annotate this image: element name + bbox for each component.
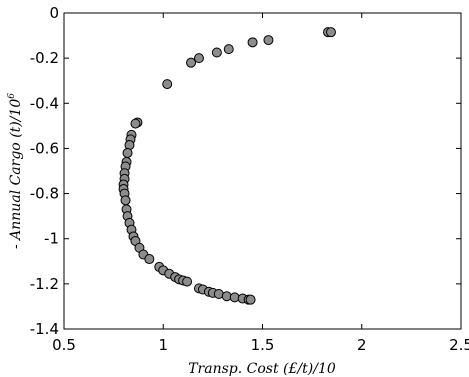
- x-tick-label: 1: [158, 336, 168, 354]
- data-point: [144, 254, 155, 265]
- data-point: [211, 47, 222, 58]
- x-axis-label: Transp. Cost (£/t)/10: [188, 361, 336, 377]
- y-tick-label: 0: [49, 4, 59, 22]
- data-point: [263, 35, 274, 46]
- y-tick-label: -0.8: [30, 185, 59, 203]
- x-tick-label: 0.5: [52, 336, 76, 354]
- plot-area-frame: [63, 12, 462, 330]
- y-tick-label: -1.2: [30, 275, 59, 293]
- tick-labels: 0.5 1 1.5 2 2.5 0 -0.2 -0.4 -0.6 -0.8 -1 -1.2 -1.4: [30, 4, 469, 354]
- data-point: [122, 147, 133, 158]
- axis-ticks: [63, 12, 462, 330]
- data-point: [120, 195, 131, 206]
- data-point: [130, 118, 141, 129]
- x-tick-label: 2.5: [449, 336, 469, 354]
- y-tick-label: -0.4: [30, 94, 59, 112]
- y-tick-label: -0.2: [30, 49, 59, 67]
- data-point: [186, 57, 197, 68]
- x-tick-label: 2: [357, 336, 367, 354]
- y-tick-label: -0.6: [30, 139, 59, 157]
- y-tick-label: -1: [44, 230, 59, 248]
- y-axis-label-superscript: 6: [7, 93, 17, 99]
- data-point: [247, 37, 258, 48]
- data-point: [223, 44, 234, 55]
- y-axis-label: - Annual Cargo (t)/106: [7, 93, 24, 249]
- data-point: [193, 53, 204, 64]
- x-tick-label: 1.5: [251, 336, 275, 354]
- y-axis-label-main: - Annual Cargo (t)/10: [8, 99, 24, 249]
- data-point: [245, 294, 256, 305]
- data-point: [162, 79, 173, 90]
- data-point: [182, 276, 193, 287]
- y-tick-label: -1.4: [30, 320, 59, 338]
- data-point: [325, 27, 336, 38]
- data-points: [118, 27, 336, 305]
